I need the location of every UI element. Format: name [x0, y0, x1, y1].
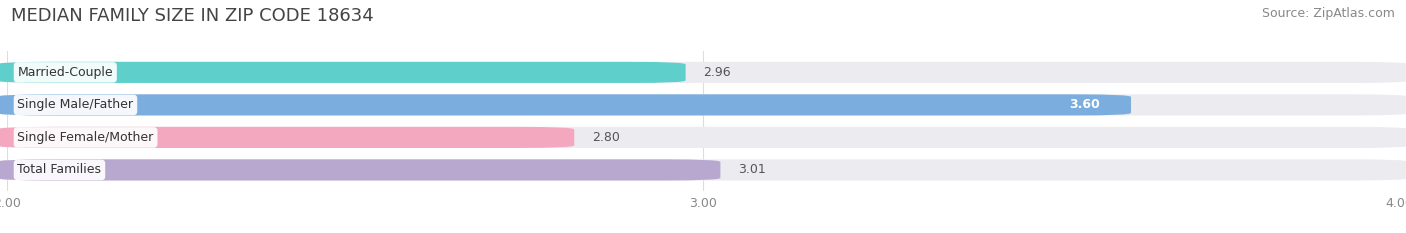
FancyBboxPatch shape — [0, 159, 1406, 181]
Text: Single Male/Father: Single Male/Father — [17, 98, 134, 111]
Text: 2.96: 2.96 — [703, 66, 731, 79]
FancyBboxPatch shape — [0, 127, 574, 148]
Text: Source: ZipAtlas.com: Source: ZipAtlas.com — [1261, 7, 1395, 20]
FancyBboxPatch shape — [0, 159, 720, 181]
Text: Total Families: Total Families — [17, 163, 101, 176]
Text: 2.80: 2.80 — [592, 131, 620, 144]
FancyBboxPatch shape — [0, 62, 1406, 83]
Text: Single Female/Mother: Single Female/Mother — [17, 131, 153, 144]
FancyBboxPatch shape — [0, 62, 686, 83]
FancyBboxPatch shape — [0, 127, 1406, 148]
Text: 3.60: 3.60 — [1069, 98, 1099, 111]
FancyBboxPatch shape — [0, 94, 1406, 116]
Text: Married-Couple: Married-Couple — [17, 66, 112, 79]
FancyBboxPatch shape — [0, 94, 1130, 116]
Text: 3.01: 3.01 — [738, 163, 765, 176]
Text: MEDIAN FAMILY SIZE IN ZIP CODE 18634: MEDIAN FAMILY SIZE IN ZIP CODE 18634 — [11, 7, 374, 25]
